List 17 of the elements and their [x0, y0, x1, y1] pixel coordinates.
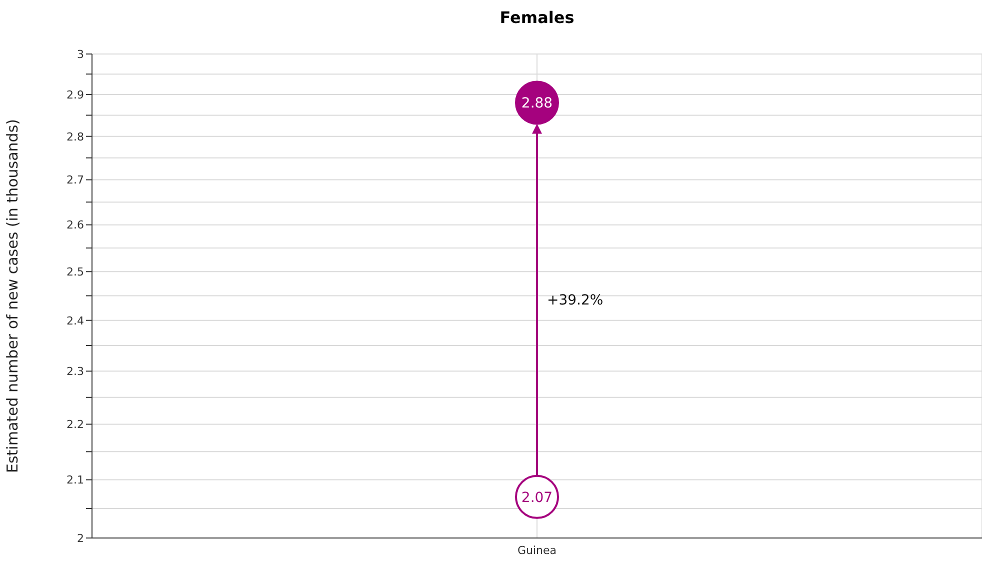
y-axis-title: Estimated number of new cases (in thousands) [3, 119, 22, 473]
y-tick-label: 3 [77, 48, 84, 61]
y-tick-label: 2.6 [66, 218, 84, 232]
y-tick-label: 2.4 [66, 314, 84, 328]
y-tick-label: 2.5 [66, 266, 84, 279]
y-tick-label: 2.2 [66, 418, 84, 432]
y-tick-label: 2.7 [66, 174, 84, 187]
chart-title: Females [498, 8, 576, 27]
y-tick-label: 2.8 [66, 130, 84, 144]
y-tick-label: 2.9 [66, 88, 84, 102]
y-tick-label: 2 [77, 532, 84, 545]
x-tick-label: Guinea [517, 544, 557, 557]
data-label: 2.07 [521, 490, 553, 506]
y-tick-label: 2.3 [66, 365, 84, 378]
data-label: 2.88 [521, 96, 553, 112]
annotation: +39.2% [547, 292, 604, 309]
y-tick-label: 2.1 [66, 474, 84, 487]
